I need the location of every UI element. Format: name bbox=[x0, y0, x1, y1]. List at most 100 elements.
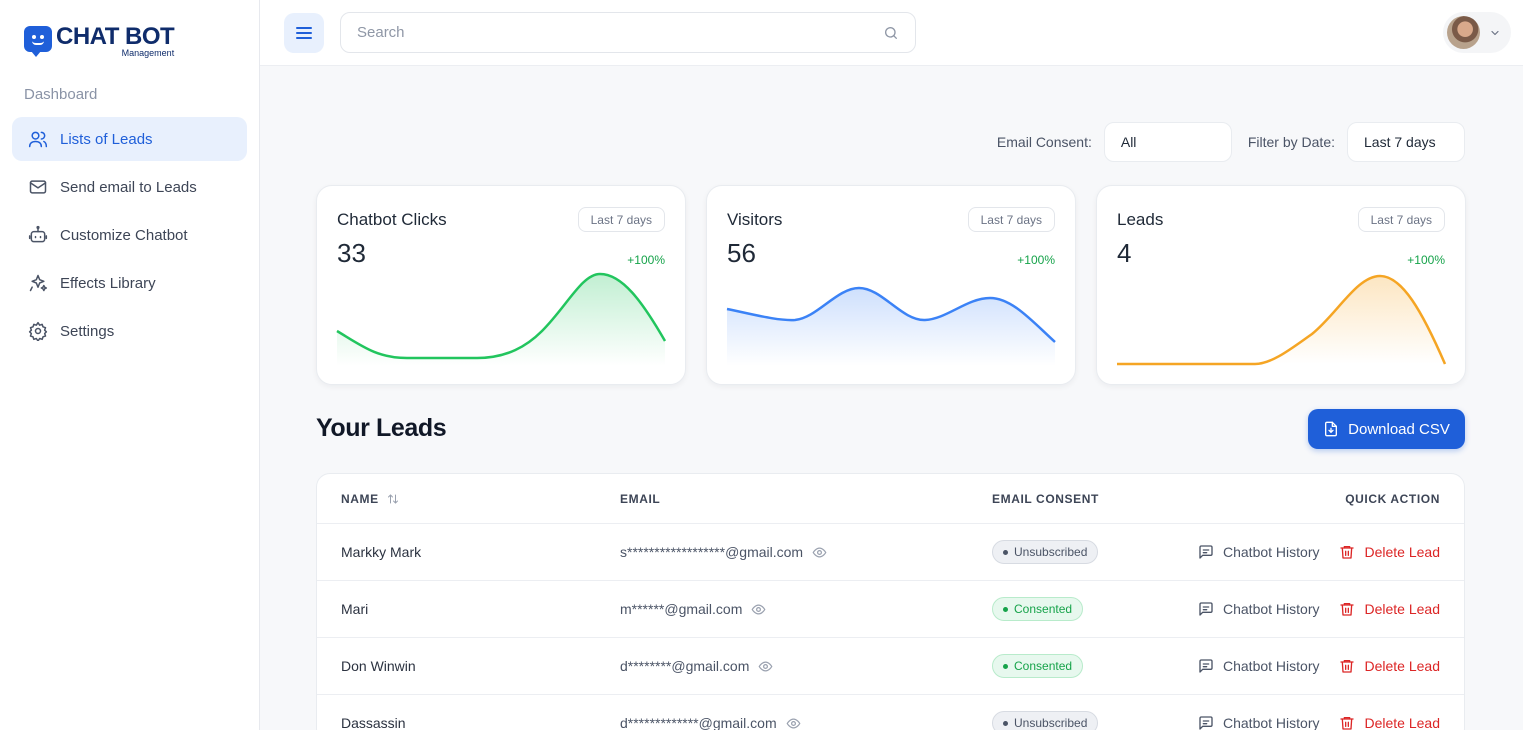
lead-email: m******@gmail.com bbox=[596, 581, 968, 637]
table-row: Mari m******@gmail.com Consented Chatbot… bbox=[317, 581, 1464, 638]
lead-consent: Consented bbox=[968, 638, 1152, 694]
sidebar-item-send-email[interactable]: Send email to Leads bbox=[12, 165, 247, 209]
status-badge: Consented bbox=[992, 654, 1084, 678]
trash-icon bbox=[1339, 658, 1355, 674]
nav-section-dashboard[interactable]: Dashboard bbox=[24, 86, 98, 103]
card-value: 4 bbox=[1117, 238, 1132, 268]
chatbot-history-button[interactable]: Chatbot History bbox=[1198, 544, 1319, 560]
lead-name: Dassassin bbox=[341, 715, 406, 730]
lead-email: s******************@gmail.com bbox=[596, 524, 968, 580]
status-badge-label: Consented bbox=[1014, 659, 1073, 673]
delete-lead-button[interactable]: Delete Lead bbox=[1339, 544, 1440, 560]
lead-email-value: s******************@gmail.com bbox=[620, 544, 804, 560]
lead-name: Don Winwin bbox=[341, 658, 416, 674]
filter-date-value: Last 7 days bbox=[1364, 134, 1436, 150]
hamburger-icon bbox=[296, 27, 312, 39]
status-badge: Unsubscribed bbox=[992, 711, 1099, 730]
search-input[interactable] bbox=[357, 24, 883, 41]
email-consent-label: Email Consent: bbox=[996, 134, 1092, 150]
lead-name: Mari bbox=[341, 601, 369, 617]
lead-email: d*************@gmail.com bbox=[596, 695, 968, 730]
eye-icon[interactable] bbox=[786, 716, 801, 730]
card-period-badge[interactable]: Last 7 days bbox=[967, 207, 1055, 232]
email-consent-select[interactable]: All bbox=[1103, 122, 1232, 162]
leads-section-title: Your Leads bbox=[316, 414, 447, 442]
eye-icon[interactable] bbox=[751, 602, 766, 617]
card-change: +100% bbox=[1017, 253, 1055, 267]
file-download-icon bbox=[1323, 420, 1339, 438]
delete-lead-button[interactable]: Delete Lead bbox=[1339, 601, 1440, 617]
sidebar-item-settings[interactable]: Settings bbox=[12, 309, 247, 353]
sidebar-item-label: Effects Library bbox=[60, 274, 156, 292]
table-row: Dassassin d*************@gmail.com Unsub… bbox=[317, 695, 1464, 730]
sidebar-item-customize-chatbot[interactable]: Customize Chatbot bbox=[12, 213, 247, 257]
sidebar-item-label: Settings bbox=[60, 322, 115, 340]
stat-card-visitors: Visitors 56 Last 7 days +100% bbox=[706, 185, 1076, 385]
trash-icon bbox=[1339, 544, 1355, 560]
card-value: 56 bbox=[727, 238, 756, 268]
chatbot-history-button[interactable]: Chatbot History bbox=[1198, 715, 1319, 730]
sparkles-icon bbox=[28, 273, 48, 293]
column-header-email: EMAIL bbox=[620, 491, 661, 506]
status-dot bbox=[1003, 720, 1008, 726]
card-title: Visitors bbox=[727, 210, 783, 229]
lead-actions: Chatbot History Delete Lead bbox=[1152, 524, 1464, 580]
status-dot bbox=[1003, 549, 1008, 555]
chatbot-history-label: Chatbot History bbox=[1223, 715, 1320, 730]
topbar bbox=[260, 0, 1523, 66]
eye-icon[interactable] bbox=[812, 545, 827, 560]
download-csv-button[interactable]: Download CSV bbox=[1308, 409, 1465, 449]
sidebar-item-label: Lists of Leads bbox=[60, 130, 153, 148]
sidebar-item-effects-library[interactable]: Effects Library bbox=[12, 261, 247, 305]
chatbot-history-button[interactable]: Chatbot History bbox=[1198, 658, 1319, 674]
card-period-badge[interactable]: Last 7 days bbox=[1357, 207, 1445, 232]
chatbot-history-label: Chatbot History bbox=[1223, 544, 1320, 560]
sidebar-item-label: Customize Chatbot bbox=[60, 226, 188, 244]
bot-icon bbox=[28, 225, 48, 245]
delete-lead-label: Delete Lead bbox=[1364, 544, 1440, 560]
lead-actions: Chatbot History Delete Lead bbox=[1152, 581, 1464, 637]
message-icon bbox=[1198, 715, 1214, 730]
menu-toggle-button[interactable] bbox=[284, 13, 324, 53]
stat-card-chatbot-clicks: Chatbot Clicks 33 Last 7 days +100% bbox=[316, 185, 686, 385]
table-row: Don Winwin d********@gmail.com Consented… bbox=[317, 638, 1464, 695]
email-consent-value: All bbox=[1120, 134, 1137, 150]
delete-lead-button[interactable]: Delete Lead bbox=[1339, 715, 1440, 730]
sort-icon[interactable] bbox=[387, 493, 399, 505]
sidebar-item-lists-of-leads[interactable]: Lists of Leads bbox=[12, 117, 247, 161]
card-title: Leads bbox=[1117, 210, 1164, 229]
lead-consent: Unsubscribed bbox=[968, 524, 1152, 580]
eye-icon[interactable] bbox=[758, 659, 773, 674]
table-row: Markky Mark s******************@gmail.co… bbox=[317, 524, 1464, 581]
lead-email-value: d********@gmail.com bbox=[620, 658, 750, 674]
avatar bbox=[1447, 16, 1480, 49]
search-icon[interactable] bbox=[883, 25, 899, 41]
status-badge-label: Unsubscribed bbox=[1014, 716, 1088, 730]
status-dot bbox=[1003, 663, 1008, 669]
visitors-sparkline bbox=[726, 286, 1056, 366]
lead-email-value: d*************@gmail.com bbox=[620, 715, 777, 730]
lead-actions: Chatbot History Delete Lead bbox=[1152, 638, 1464, 694]
stat-cards: Chatbot Clicks 33 Last 7 days +100% Visi… bbox=[316, 185, 1466, 385]
users-icon bbox=[28, 129, 48, 149]
lead-email-value: m******@gmail.com bbox=[620, 601, 743, 617]
chatbot-history-button[interactable]: Chatbot History bbox=[1198, 601, 1319, 617]
card-title: Chatbot Clicks bbox=[337, 210, 447, 229]
lead-email: d********@gmail.com bbox=[596, 638, 968, 694]
delete-lead-label: Delete Lead bbox=[1364, 715, 1440, 730]
brand-logo[interactable]: CHAT BOT Management bbox=[24, 23, 175, 58]
column-header-name[interactable]: NAME bbox=[317, 474, 596, 523]
delete-lead-label: Delete Lead bbox=[1364, 601, 1440, 617]
card-period-badge[interactable]: Last 7 days bbox=[577, 207, 665, 232]
leads-table: NAME EMAIL EMAIL CONSENT QUICK ACTION Ma… bbox=[316, 473, 1465, 730]
brand-title: CHAT BOT bbox=[56, 23, 175, 50]
chatbot-logo-icon bbox=[24, 26, 52, 57]
search-box bbox=[340, 12, 916, 53]
filters-bar: Email Consent: All Filter by Date: Last … bbox=[997, 122, 1465, 162]
sidebar-nav: Lists of Leads Send email to Leads Custo… bbox=[12, 117, 247, 357]
user-menu[interactable] bbox=[1443, 12, 1511, 53]
filter-date-select[interactable]: Last 7 days bbox=[1347, 122, 1465, 162]
column-header-action: QUICK ACTION bbox=[1345, 491, 1440, 506]
delete-lead-button[interactable]: Delete Lead bbox=[1339, 658, 1440, 674]
stat-card-leads: Leads 4 Last 7 days +100% bbox=[1096, 185, 1466, 385]
